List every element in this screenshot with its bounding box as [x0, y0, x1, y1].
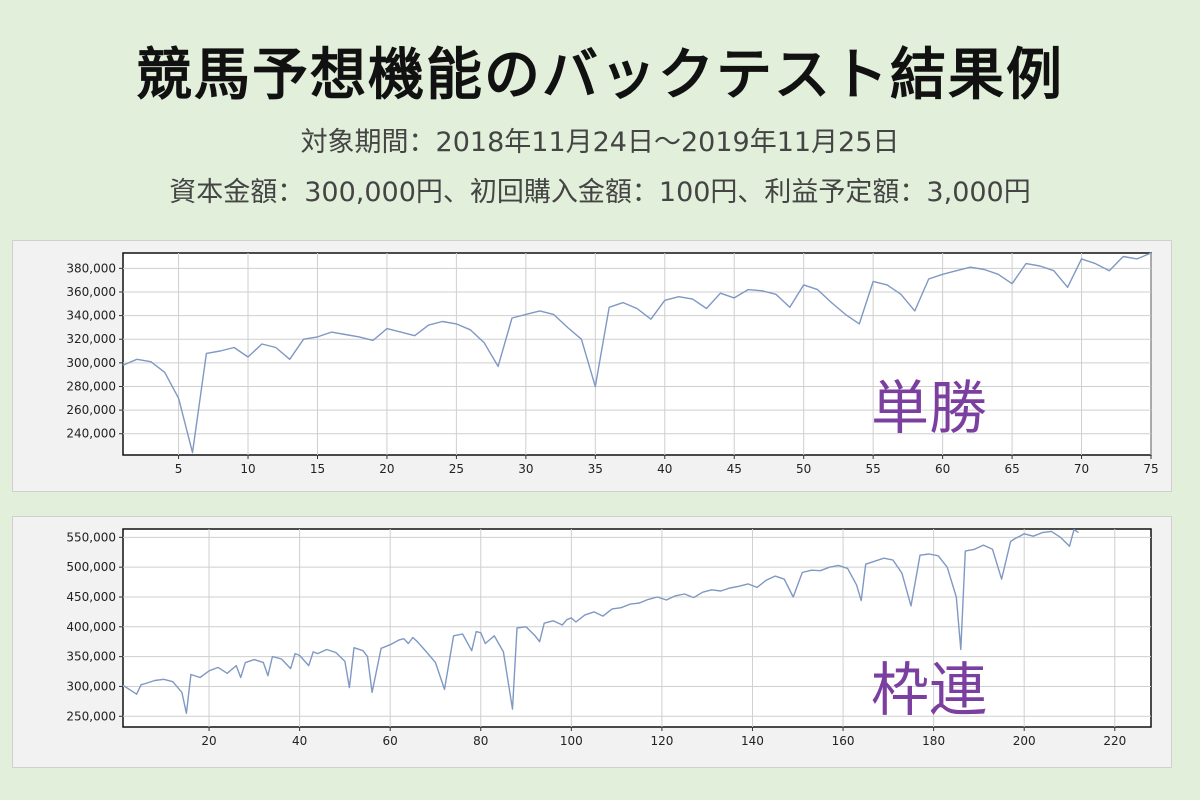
x-tick-label: 220: [1103, 734, 1126, 748]
x-tick-label: 70: [1074, 462, 1089, 476]
plot-area: [122, 528, 1152, 728]
x-tick-label: 180: [922, 734, 945, 748]
x-tick-label: 160: [832, 734, 855, 748]
x-tick-label: 15: [310, 462, 325, 476]
page-title: 競馬予想機能のバックテスト結果例: [136, 43, 1064, 108]
tansho-chart-panel: 240,000 260,000 280,000 300,000 320,000 340,0…: [12, 240, 1172, 492]
y-tick-label: 320,000: [66, 332, 116, 346]
x-tick-label: 140: [741, 734, 764, 748]
y-tick-label: 280,000: [66, 379, 116, 393]
tansho-chart: 240,000 260,000 280,000 300,000 320,000 340,0…: [66, 252, 1159, 476]
x-tick-label: 60: [935, 462, 950, 476]
x-tick-label: 120: [650, 734, 673, 748]
x-tick-label: 55: [866, 462, 881, 476]
x-tick-label: 25: [449, 462, 464, 476]
x-tick-label: 35: [588, 462, 603, 476]
y-tick-label: 240,000: [66, 427, 116, 441]
series-line: [122, 528, 1079, 715]
x-tick-label: 10: [240, 462, 255, 476]
x-tick-label: 20: [379, 462, 394, 476]
x-tick-label: 65: [1004, 462, 1019, 476]
x-tick-label: 75: [1143, 462, 1158, 476]
y-tick-label: 250,000: [66, 709, 116, 723]
y-tick-label: 450,000: [66, 590, 116, 604]
y-tick-label: 340,000: [66, 309, 116, 323]
y-tick-label: 350,000: [66, 650, 116, 664]
x-tick-label: 50: [796, 462, 811, 476]
y-tick-label: 300,000: [66, 679, 116, 693]
series-line: [122, 252, 1152, 454]
x-tick-label: 45: [727, 462, 742, 476]
x-tick-label: 5: [175, 462, 183, 476]
x-tick-label: 80: [473, 734, 488, 748]
wakuren-chart: 250,000 300,000 350,000 400,000 450,000 500,0…: [66, 528, 1152, 748]
x-tick-label: 40: [292, 734, 307, 748]
x-tick-label: 60: [383, 734, 398, 748]
subtitle-period: 対象期間：2018年11月24日〜2019年11月25日: [300, 127, 900, 158]
wakuren-chart-panel: 250,000 300,000 350,000 400,000 450,000 500,0…: [12, 516, 1172, 768]
y-tick-label: 300,000: [66, 356, 116, 370]
y-tick-label: 260,000: [66, 403, 116, 417]
y-tick-label: 360,000: [66, 285, 116, 299]
subtitle-params: 資本金額：300,000円、初回購入金額：100円、利益予定額：3,000円: [169, 177, 1031, 208]
plot-area: [122, 252, 1152, 456]
x-tick-label: 40: [657, 462, 672, 476]
x-tick-label: 30: [518, 462, 533, 476]
y-tick-label: 550,000: [66, 530, 116, 544]
x-tick-label: 20: [201, 734, 216, 748]
tansho-label: 単勝: [871, 374, 988, 442]
x-tick-label: 100: [560, 734, 583, 748]
y-tick-label: 500,000: [66, 560, 116, 574]
x-tick-label: 200: [1013, 734, 1036, 748]
y-tick-label: 400,000: [66, 620, 116, 634]
y-tick-label: 380,000: [66, 261, 116, 275]
wakuren-label: 枠連: [871, 656, 988, 724]
